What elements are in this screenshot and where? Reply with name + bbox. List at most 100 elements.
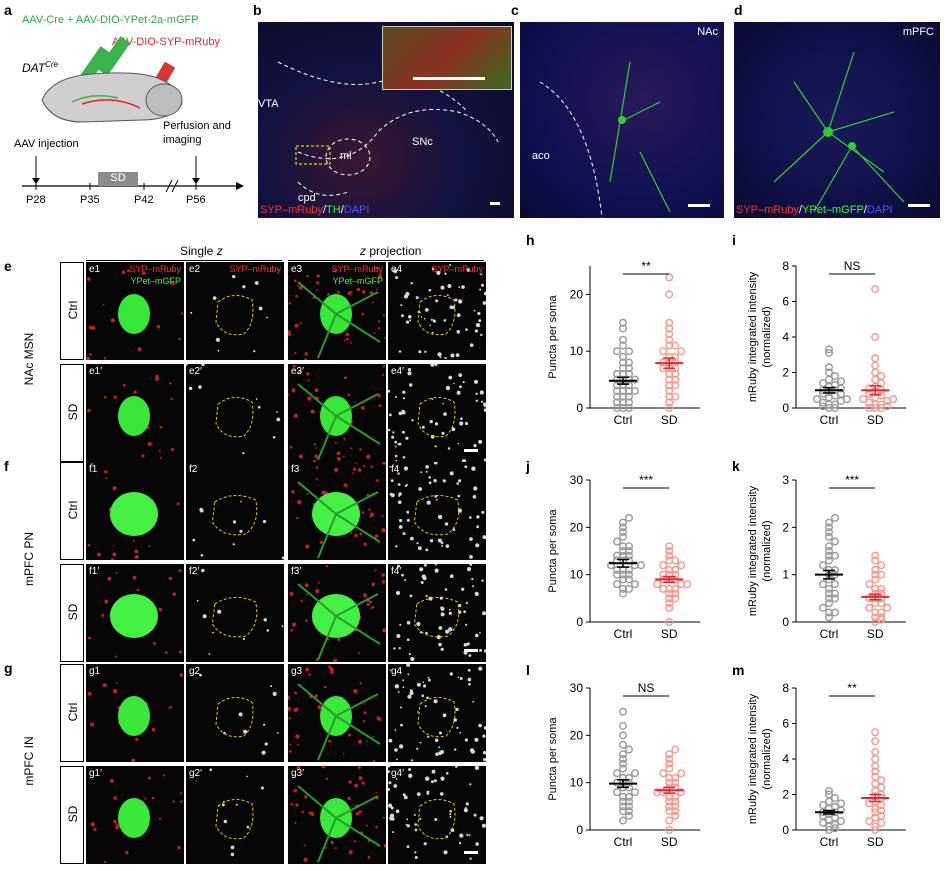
puncta-dot — [481, 579, 484, 582]
y-tick-label: 0 — [782, 401, 789, 415]
data-point — [606, 561, 615, 570]
puncta-dot — [334, 847, 337, 849]
puncta-dot — [479, 648, 483, 652]
row-label-sd: SD — [66, 805, 80, 823]
puncta-dot — [422, 576, 427, 581]
puncta-dot — [382, 462, 386, 465]
puncta-dot — [355, 811, 360, 816]
puncta-dot — [469, 537, 473, 541]
data-point — [812, 395, 821, 404]
puncta-dot — [289, 750, 292, 753]
data-point — [624, 807, 633, 816]
puncta-dot — [297, 370, 302, 375]
puncta-dot — [429, 539, 434, 543]
puncta-dot — [156, 324, 161, 329]
puncta-dot — [383, 843, 386, 848]
puncta-dot — [333, 658, 338, 662]
puncta-dot — [376, 479, 379, 482]
puncta-dot — [141, 271, 146, 275]
data-point — [665, 764, 674, 773]
puncta-dot — [357, 766, 361, 769]
data-point — [830, 513, 839, 522]
puncta-dot — [377, 320, 380, 323]
puncta-dot — [424, 564, 427, 567]
data-point — [659, 584, 668, 593]
soma-outline — [417, 799, 456, 840]
puncta-dot — [333, 467, 339, 472]
puncta-dot — [163, 774, 166, 777]
puncta-dot — [172, 592, 176, 596]
puncta-dot — [464, 465, 468, 469]
data-point — [653, 788, 662, 797]
brain-schematic-icon — [41, 36, 183, 123]
data-point — [865, 580, 874, 589]
puncta-dot — [482, 734, 486, 738]
puncta-dot — [308, 673, 311, 676]
puncta-dot — [368, 600, 372, 604]
puncta-dot — [296, 516, 299, 520]
data-point — [665, 825, 674, 834]
puncta-dot — [306, 274, 309, 278]
puncta-dot — [449, 815, 452, 818]
puncta-dot — [314, 388, 319, 393]
puncta-dot — [381, 515, 384, 517]
puncta-dot — [395, 809, 400, 814]
puncta-dot — [437, 514, 443, 520]
puncta-dot — [114, 655, 117, 658]
puncta-dot — [293, 413, 298, 418]
image-b-midbrain: VTA ml SNc cpd SYP–mRuby/TH/DAPI — [258, 22, 514, 218]
region-mpfc: mPFC — [902, 26, 934, 38]
puncta-dot — [254, 281, 259, 285]
puncta-dot — [440, 285, 445, 290]
puncta-dot — [361, 290, 366, 294]
data-point — [871, 747, 880, 756]
puncta-dot — [133, 390, 137, 394]
data-point — [824, 348, 833, 357]
puncta-dot — [445, 544, 450, 548]
data-point — [671, 778, 680, 787]
puncta-dot — [434, 564, 437, 566]
puncta-dot — [401, 573, 404, 577]
data-point — [671, 594, 680, 603]
puncta-dot — [134, 554, 139, 559]
data-point — [877, 613, 886, 622]
data-point — [865, 817, 874, 826]
puncta-dot — [428, 288, 432, 292]
y-tick-label: 2 — [782, 520, 789, 534]
puncta-dot — [409, 319, 412, 322]
data-point — [612, 403, 621, 412]
puncta-dot — [450, 828, 455, 832]
puncta-dot — [416, 747, 419, 750]
puncta-dot — [435, 752, 439, 756]
puncta-dot — [443, 319, 447, 322]
puncta-dot — [336, 456, 341, 461]
micrograph-tile: e2′ — [186, 364, 284, 462]
puncta-dot — [425, 595, 428, 598]
puncta-dot — [395, 590, 401, 596]
data-point — [871, 556, 880, 565]
puncta-dot — [480, 273, 483, 276]
data-point — [624, 802, 633, 811]
puncta-dot — [354, 401, 357, 403]
data-point — [612, 769, 621, 778]
puncta-dot — [342, 753, 345, 755]
puncta-dot — [394, 684, 400, 689]
puncta-dot — [476, 515, 480, 519]
puncta-dot — [469, 564, 472, 566]
puncta-dot — [469, 748, 474, 753]
data-point — [818, 603, 827, 612]
puncta-dot — [472, 585, 475, 588]
puncta-dot — [401, 430, 405, 434]
soma-cell — [118, 696, 150, 736]
puncta-dot — [414, 823, 417, 826]
data-point — [612, 580, 621, 589]
tile-image — [290, 766, 386, 863]
puncta-dot — [392, 431, 395, 434]
tile-image — [288, 266, 386, 360]
puncta-dot — [398, 411, 403, 416]
puncta-dot — [403, 466, 409, 471]
puncta-dot — [402, 390, 406, 394]
micrograph-tile: f3 — [288, 462, 386, 560]
data-point — [871, 575, 880, 584]
scatter-chart-i: 0 2 4 6 8 mRuby integrated intensity (normaliz… — [747, 259, 906, 427]
